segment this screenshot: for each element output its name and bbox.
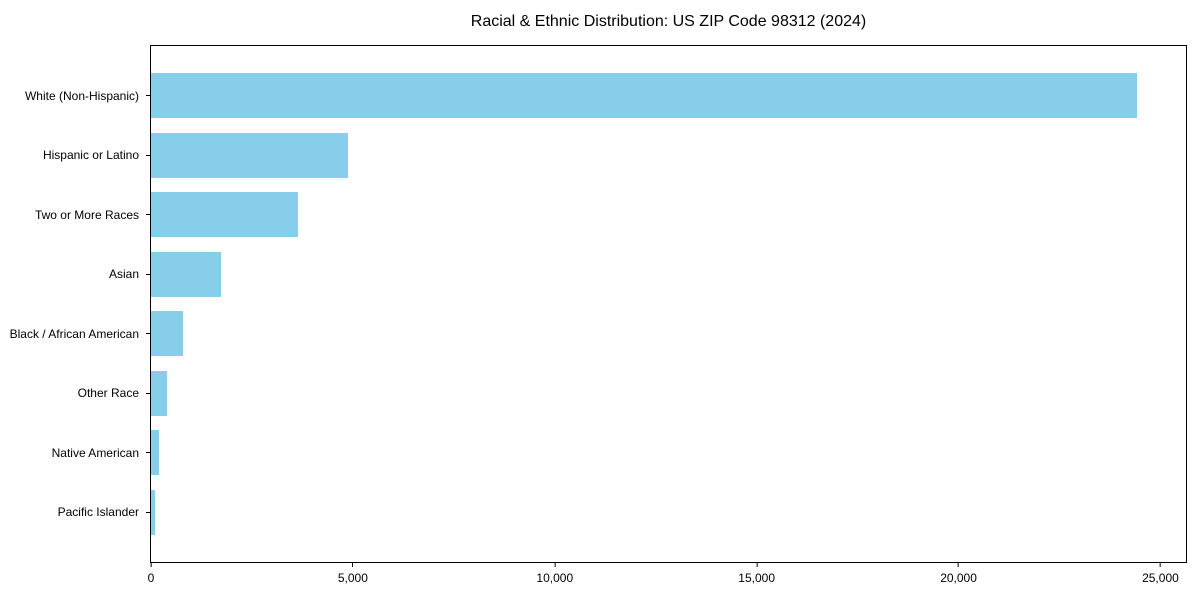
y-tick-label: Asian — [108, 267, 139, 282]
x-tick-label: 5,000 — [337, 571, 368, 585]
y-tick-label: Other Race — [77, 386, 139, 401]
y-tick-row-pacific-islander: Pacific Islander — [0, 483, 150, 543]
bar-row-pacific-islander — [151, 483, 1186, 543]
x-tick-label: 20,000 — [940, 571, 977, 585]
x-axis: 0 5,000 10,000 15,000 20,000 25,000 — [147, 563, 1186, 595]
x-tick-0: 0 — [147, 563, 155, 585]
x-tick-mark — [756, 563, 758, 567]
y-tick-mark — [146, 511, 150, 513]
y-tick-label: Native American — [51, 445, 139, 460]
x-tick-label: 0 — [147, 571, 155, 585]
y-tick-label: White (Non-Hispanic) — [24, 88, 139, 103]
y-tick-row-white-non-hispanic: White (Non-Hispanic) — [0, 66, 150, 126]
x-tick-label: 25,000 — [1142, 571, 1179, 585]
x-tick-mark — [150, 563, 152, 567]
x-tick-mark — [958, 563, 960, 567]
y-tick-row-asian: Asian — [0, 245, 150, 305]
bar-row-black-african-american — [151, 304, 1186, 364]
y-axis: White (Non-Hispanic) Hispanic or Latino Tw… — [0, 45, 150, 563]
y-tick-row-native-american: Native American — [0, 423, 150, 483]
y-tick-label: Black / African American — [9, 326, 139, 341]
bar-white-non-hispanic — [151, 73, 1137, 119]
y-tick-mark — [146, 154, 150, 156]
y-tick-row-two-or-more-races: Two or More Races — [0, 185, 150, 245]
x-tick-5000: 5,000 — [338, 563, 368, 585]
bar-row-white-non-hispanic — [151, 66, 1186, 126]
x-tick-20000: 20,000 — [940, 563, 977, 585]
y-tick-row-black-african-american: Black / African American — [0, 304, 150, 364]
bar-other-race — [151, 370, 168, 416]
y-tick-mark — [146, 214, 150, 216]
x-tick-label: 10,000 — [536, 571, 574, 585]
x-tick-25000: 25,000 — [1142, 563, 1179, 585]
y-tick-row-other-race: Other Race — [0, 364, 150, 424]
bar-hispanic-or-latino — [151, 132, 349, 178]
x-tick-15000: 15,000 — [738, 563, 775, 585]
bar-row-other-race — [151, 364, 1186, 424]
y-tick-label: Two or More Races — [34, 207, 139, 222]
y-tick-mark — [146, 392, 150, 394]
bar-row-two-or-more-races — [151, 185, 1186, 245]
x-tick-mark — [554, 563, 556, 567]
bar-two-or-more-races — [151, 192, 299, 238]
bar-row-native-american — [151, 423, 1186, 483]
y-tick-label: Hispanic or Latino — [42, 148, 139, 163]
bar-black-african-american — [151, 311, 183, 357]
y-tick-mark — [146, 333, 150, 335]
bar-row-hispanic-or-latino — [151, 126, 1186, 186]
y-tick-mark — [146, 95, 150, 97]
x-tick-10000: 10,000 — [536, 563, 573, 585]
y-tick-mark — [146, 273, 150, 275]
y-tick-row-hispanic-or-latino: Hispanic or Latino — [0, 126, 150, 186]
chart-title: Racial & Ethnic Distribution: US ZIP Cod… — [470, 13, 867, 30]
plot-area — [150, 45, 1187, 563]
x-tick-label: 15,000 — [738, 571, 776, 585]
x-tick-mark — [1159, 563, 1161, 567]
x-tick-mark — [352, 563, 354, 567]
bar-pacific-islander — [151, 489, 155, 535]
y-tick-label: Pacific Islander — [57, 505, 139, 520]
y-tick-mark — [146, 452, 150, 454]
bar-row-asian — [151, 245, 1186, 305]
bar-native-american — [151, 430, 160, 476]
bar-asian — [151, 251, 222, 297]
